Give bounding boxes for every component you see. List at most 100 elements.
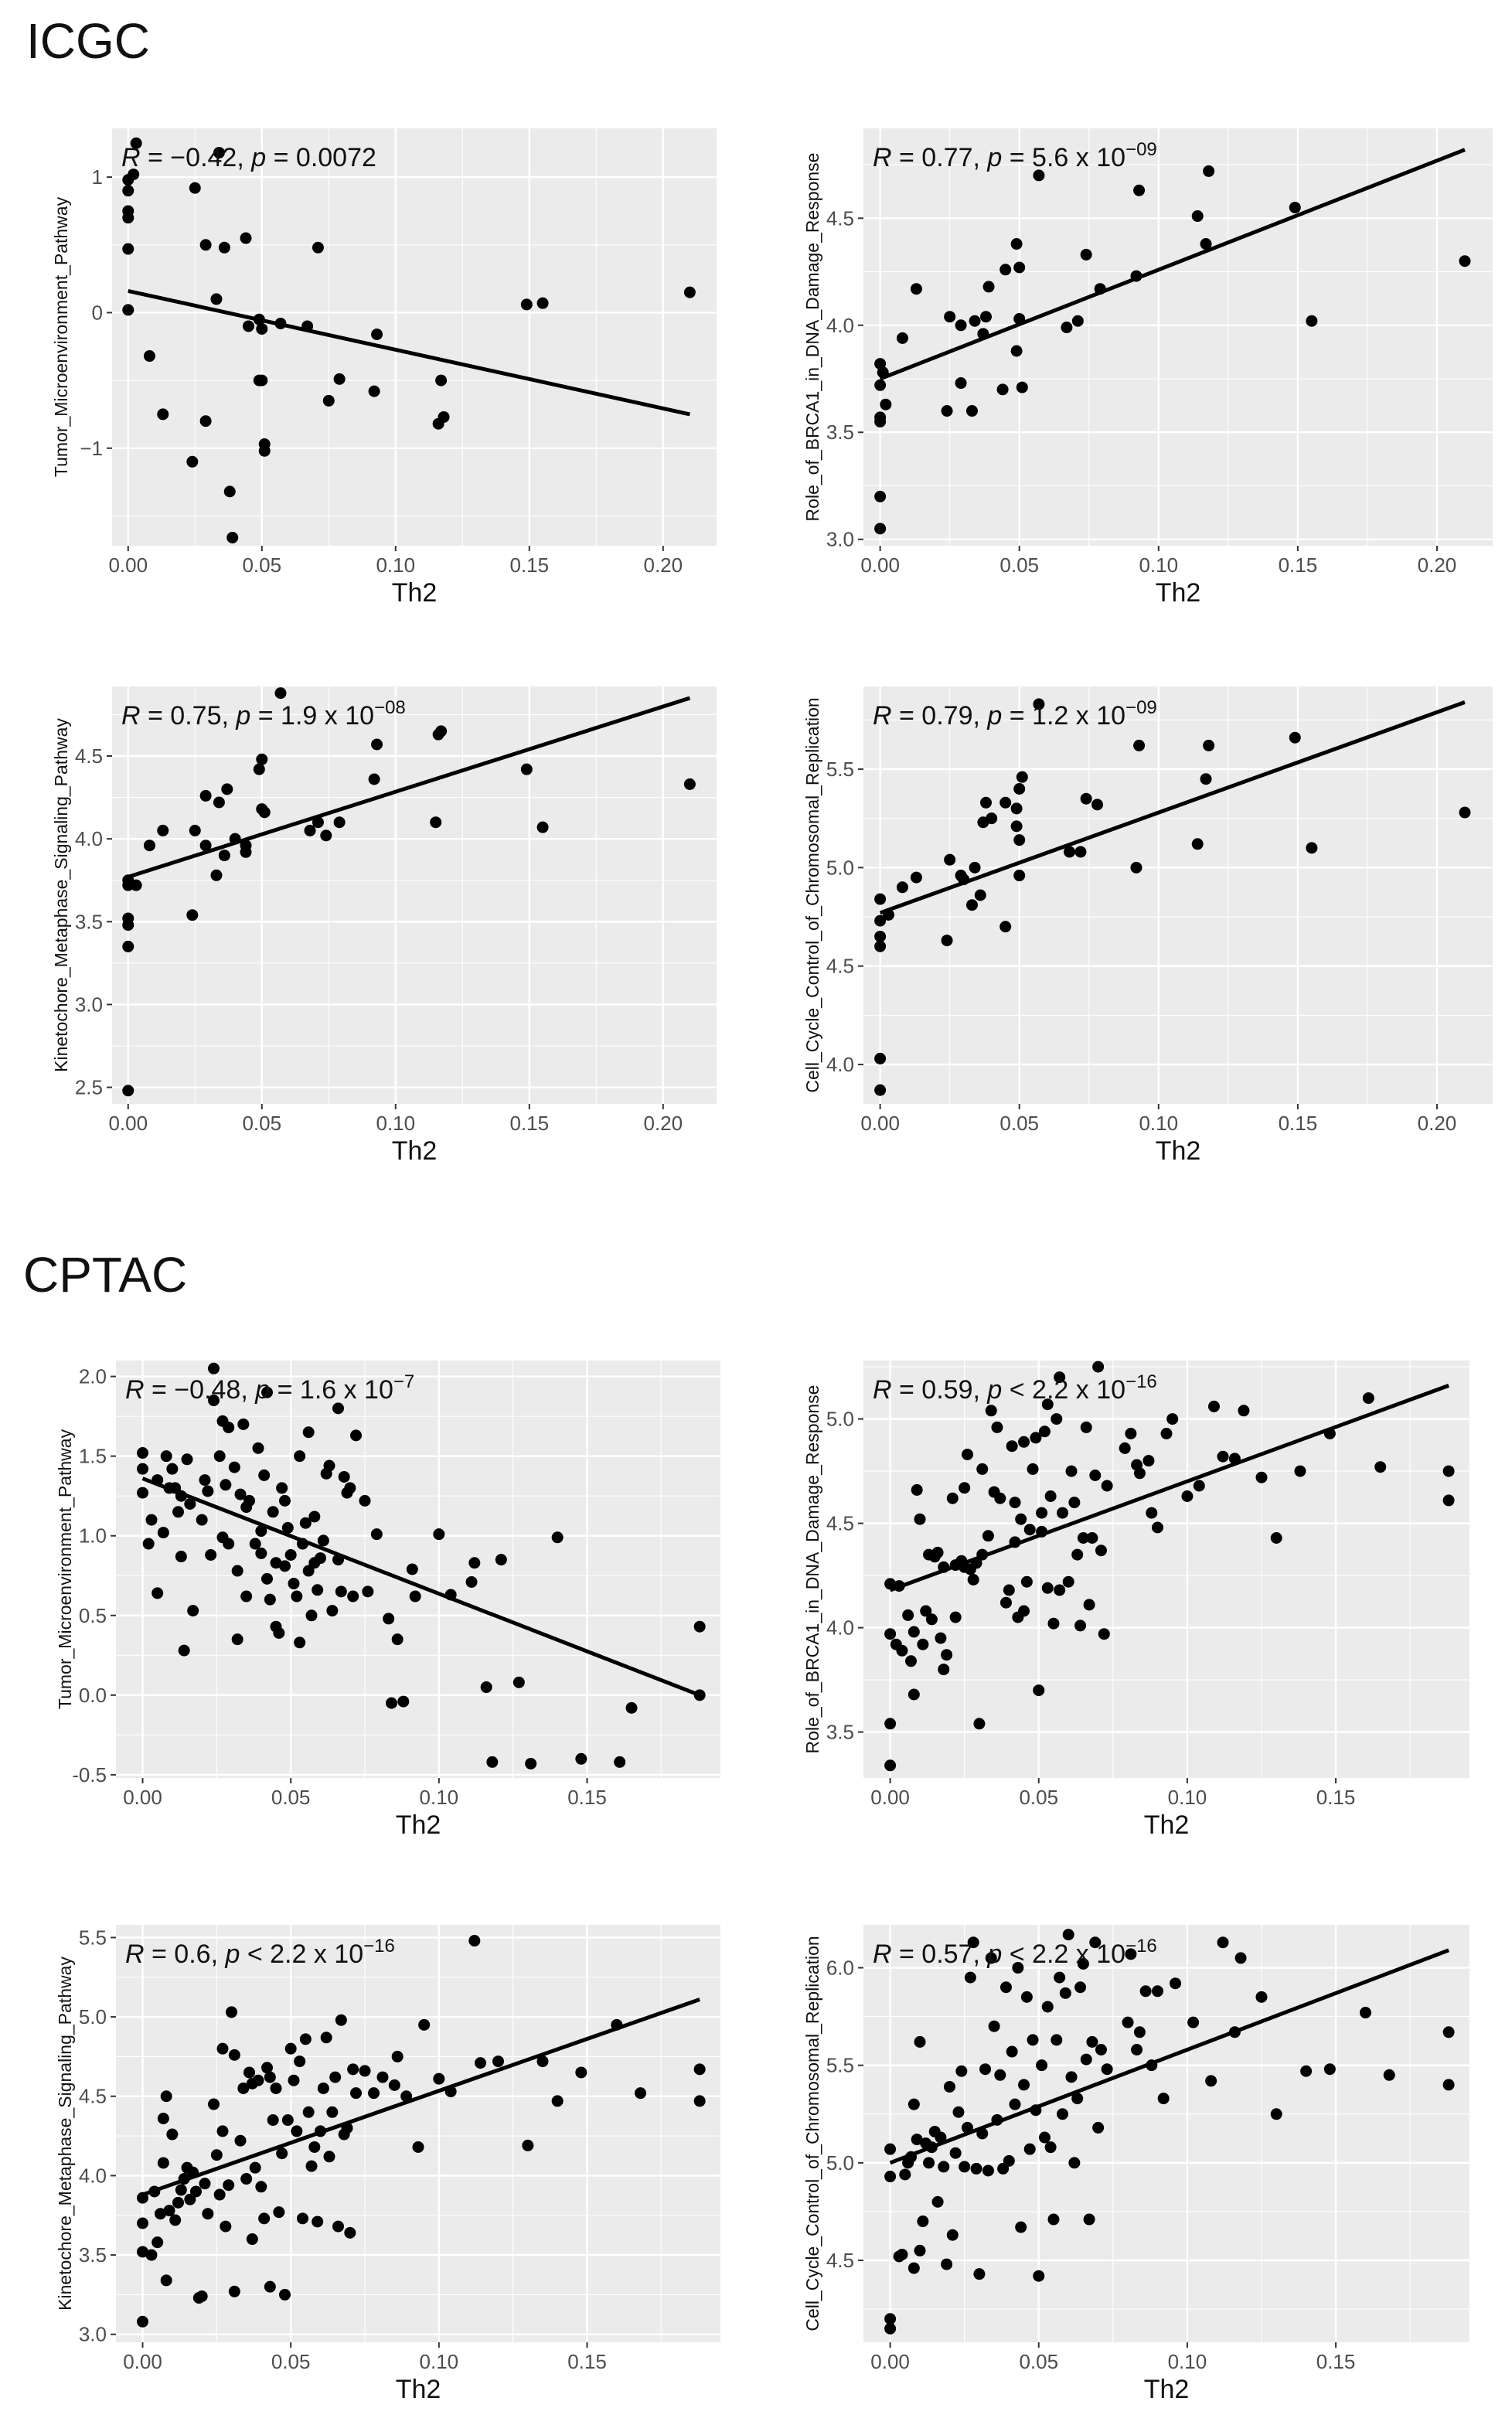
data-point <box>693 2095 706 2107</box>
data-point <box>166 1463 179 1475</box>
data-point <box>965 899 978 911</box>
data-point <box>210 2149 223 2161</box>
data-point <box>974 889 986 901</box>
x-tick-label: 0.10 <box>420 1786 459 1809</box>
y-tick-label: 3.0 <box>826 528 854 551</box>
data-point <box>362 1585 374 1598</box>
data-point <box>143 350 155 363</box>
data-point <box>435 725 448 737</box>
data-point <box>130 137 142 149</box>
plot-background <box>116 1361 720 1778</box>
data-point <box>1059 1987 1071 1999</box>
scatter-panel-icgc-tumor-microenvironment: 0.00 0.05 0.10 0.15 0.20 −1 0 1 Th2 Tumor_Microen… <box>51 128 717 608</box>
data-point <box>959 1482 971 1494</box>
data-point <box>279 1494 291 1507</box>
data-point <box>1033 698 1045 710</box>
data-point <box>1074 1620 1087 1632</box>
data-point <box>160 1450 172 1463</box>
scatter-panel-icgc-brca1-dna-damage: 0.00 0.05 0.10 0.15 0.20 3.0 3.5 4.0 4.5 Th2 Role_… <box>802 128 1493 608</box>
data-point <box>1131 2043 1143 2055</box>
data-point <box>335 1585 347 1598</box>
data-point <box>347 2063 359 2076</box>
data-point <box>1009 2098 1021 2110</box>
data-point <box>157 824 169 836</box>
data-point <box>1181 1490 1194 1502</box>
data-point <box>157 2157 169 2169</box>
x-tick-label: 0.00 <box>123 2350 162 2373</box>
data-point <box>1036 2059 1048 2072</box>
data-point <box>175 2184 187 2196</box>
y-tick-label: 3.5 <box>826 1721 854 1744</box>
data-point <box>1203 739 1215 751</box>
plot-background <box>863 1925 1469 2342</box>
data-point <box>1013 782 1026 795</box>
data-point <box>264 2280 276 2293</box>
data-point <box>1056 1507 1068 1519</box>
section-title-icgc: ICGC <box>26 13 150 69</box>
data-point <box>1027 1463 1039 1475</box>
data-point <box>253 763 265 775</box>
data-point <box>683 778 696 790</box>
data-point <box>1077 1532 1089 1544</box>
data-point <box>551 2095 564 2107</box>
data-point <box>249 1538 261 1550</box>
data-point <box>1133 1467 1146 1480</box>
y-tick-label: 2.5 <box>75 1076 103 1099</box>
data-point <box>874 490 887 502</box>
data-point <box>388 2079 400 2091</box>
data-point <box>332 2220 344 2233</box>
data-point <box>1030 1432 1042 1444</box>
data-point <box>1071 2093 1084 2105</box>
data-point <box>370 1528 383 1541</box>
correlation-annotation: R = 0.6, p < 2.2 x 10−16 <box>125 1936 395 1969</box>
data-point <box>946 1492 959 1504</box>
x-tick-label: 0.05 <box>242 1112 281 1135</box>
data-point <box>1086 2035 1098 2048</box>
data-point <box>1238 1405 1250 1417</box>
data-point <box>1036 1507 1048 1519</box>
data-point <box>267 2114 279 2127</box>
data-point <box>1015 2221 1027 2233</box>
data-point <box>368 2087 380 2100</box>
data-point <box>186 455 199 468</box>
data-point <box>468 1557 481 1569</box>
data-point <box>1133 184 1146 196</box>
data-point <box>237 2082 250 2094</box>
data-point <box>575 2066 587 2079</box>
data-point <box>243 1494 255 1507</box>
data-point <box>376 2071 389 2083</box>
data-point <box>970 2162 982 2175</box>
data-point <box>1018 1605 1030 1617</box>
data-point <box>1071 315 1084 327</box>
data-point <box>1122 2016 1134 2028</box>
correlation-annotation: R = 0.57, p < 2.2 x 10−16 <box>873 1936 1157 1969</box>
data-point <box>329 2071 342 2083</box>
data-point <box>1383 2069 1395 2081</box>
data-point <box>145 2249 158 2261</box>
x-axis-title: Th2 <box>1144 2375 1190 2404</box>
data-point <box>294 2055 306 2068</box>
data-point <box>1027 2034 1039 2046</box>
data-point <box>999 264 1012 276</box>
data-point <box>184 2193 196 2205</box>
data-point <box>1080 2053 1092 2066</box>
data-point <box>982 1530 994 1542</box>
data-point <box>1205 2075 1217 2087</box>
data-point <box>1306 842 1318 854</box>
scatter-panel-cptac-brca1-dna-damage: 0.00 0.05 0.10 0.15 3.5 4.0 4.5 5.0 Th2 Role_of_B… <box>802 1361 1469 1840</box>
data-point <box>294 1450 306 1463</box>
data-point <box>160 2090 172 2103</box>
data-point <box>199 1474 211 1487</box>
data-point <box>368 385 380 397</box>
data-point <box>1044 2141 1057 2154</box>
data-point <box>202 1485 214 1497</box>
data-point <box>208 1395 220 1407</box>
x-tick-label: 0.20 <box>1418 1112 1457 1135</box>
data-point <box>941 2258 953 2270</box>
x-tick-label: 0.15 <box>509 1112 549 1135</box>
data-point <box>943 2080 955 2093</box>
data-point <box>1203 165 1215 177</box>
data-point <box>931 2195 944 2208</box>
data-point <box>1003 1584 1015 1596</box>
y-tick-label: 0.0 <box>79 1684 107 1707</box>
